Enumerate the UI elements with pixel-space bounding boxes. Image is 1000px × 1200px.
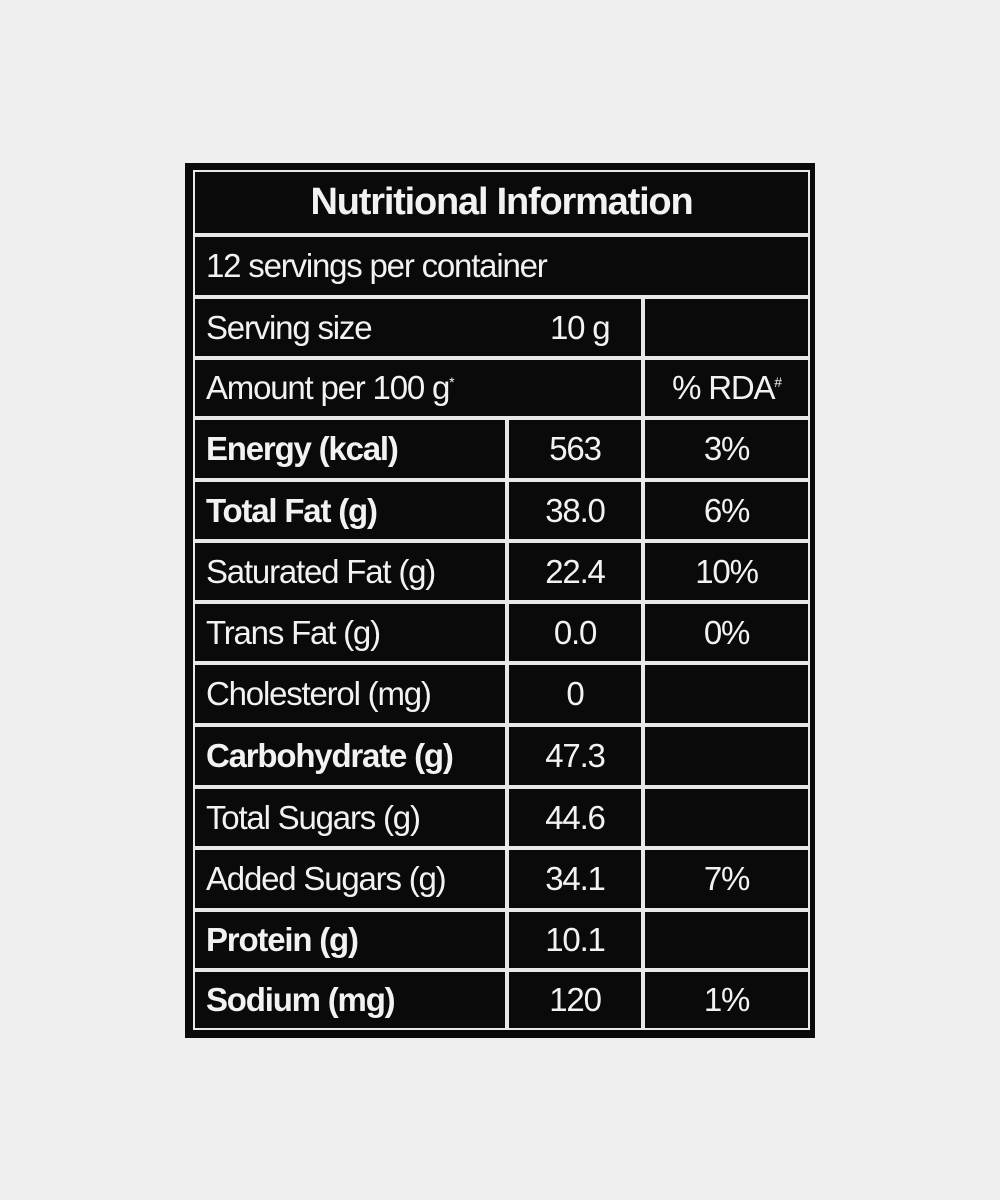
empty-cell — [643, 297, 810, 358]
nutrient-amount: 0 — [566, 675, 584, 712]
serving-size-value: 10 g — [550, 308, 611, 346]
amount-cell: 0 — [507, 663, 643, 725]
nutrient-cell: Carbohydrate (g) — [193, 725, 507, 787]
nutrient-rda: 7% — [703, 860, 751, 897]
nutrient-label: Sodium (mg) — [206, 981, 396, 1018]
nutrient-rda: 6% — [703, 491, 751, 529]
nutrient-amount: 44.6 — [545, 798, 606, 836]
rda-cell: 6% — [643, 480, 810, 541]
footnote-mark: * — [449, 374, 455, 390]
nutrient-cell: Cholesterol (mg) — [193, 663, 507, 725]
nutrient-cell: Sodium (mg) — [193, 970, 507, 1030]
rda-cell: 0% — [643, 602, 810, 663]
servings: 12 servings per container — [206, 247, 548, 284]
amount-cell: 0.0 — [507, 602, 643, 663]
nutrient-cell: Saturated Fat (g) — [193, 541, 507, 602]
title: Nutritional Information — [310, 181, 694, 223]
nutrient-amount: 38.0 — [545, 491, 606, 529]
nutrient-label: Added Sugars (g) — [206, 860, 447, 897]
nutrient-cell: Energy (kcal) — [193, 418, 507, 480]
nutrient-amount: 22.4 — [545, 552, 606, 590]
rda-cell: 10% — [643, 541, 810, 602]
nutrient-amount: 10.1 — [545, 921, 606, 958]
nutrient-amount: 563 — [549, 430, 602, 467]
nutrient-label: Cholesterol (mg) — [206, 675, 432, 712]
nutrition-label: Nutritional Information 12 servings per c… — [185, 163, 815, 1038]
amount-cell: 563 — [507, 418, 643, 480]
nutrient-label: Carbohydrate (g) — [206, 737, 454, 774]
servings-cell: 12 servings per container — [193, 235, 810, 297]
nutrient-rda: 10% — [695, 552, 759, 590]
rda-cell — [643, 787, 810, 848]
amount-header-label: Amount per 100 g — [206, 369, 450, 406]
amount-cell: 38.0 — [507, 480, 643, 541]
nutrient-rda: 3% — [703, 430, 751, 467]
nutrient-amount: 120 — [549, 981, 602, 1018]
rda-cell — [643, 663, 810, 725]
nutrient-cell: Added Sugars (g) — [193, 848, 507, 910]
amount-header-cell: Amount per 100 g * — [193, 358, 643, 418]
amount-cell: 22.4 — [507, 541, 643, 602]
nutrient-label: Total Sugars (g) — [206, 798, 421, 836]
amount-cell: 44.6 — [507, 787, 643, 848]
nutrient-cell: Trans Fat (g) — [193, 602, 507, 663]
nutrient-label: Protein (g) — [206, 921, 359, 958]
nutrient-rda: 1% — [703, 981, 751, 1018]
nutrient-amount: 0.0 — [553, 613, 597, 651]
nutrient-cell: Total Fat (g) — [193, 480, 507, 541]
rda-cell — [643, 910, 810, 970]
rda-cell: 7% — [643, 848, 810, 910]
nutrient-label: Trans Fat (g) — [206, 613, 381, 651]
nutrient-label: Total Fat (g) — [206, 491, 378, 529]
nutrient-rda: 0% — [703, 613, 751, 651]
rda-cell: 3% — [643, 418, 810, 480]
rda-header-cell: % RDA # — [643, 358, 810, 418]
amount-cell: 10.1 — [507, 910, 643, 970]
nutrient-cell: Protein (g) — [193, 910, 507, 970]
nutrient-amount: 34.1 — [545, 860, 606, 897]
nutrient-amount: 47.3 — [545, 737, 606, 774]
amount-cell: 47.3 — [507, 725, 643, 787]
rda-cell — [643, 725, 810, 787]
title-cell: Nutritional Information — [193, 170, 810, 235]
rda-cell: 1% — [643, 970, 810, 1030]
serving-size-cell: Serving size 10 g — [193, 297, 643, 358]
amount-cell: 120 — [507, 970, 643, 1030]
rda-header: % RDA — [672, 369, 775, 406]
nutrient-label: Energy (kcal) — [206, 430, 399, 467]
footnote-mark: # — [774, 374, 782, 390]
nutrient-label: Saturated Fat (g) — [206, 552, 436, 590]
amount-cell: 34.1 — [507, 848, 643, 910]
serving-size-label: Serving size — [206, 308, 373, 346]
nutrient-cell: Total Sugars (g) — [193, 787, 507, 848]
